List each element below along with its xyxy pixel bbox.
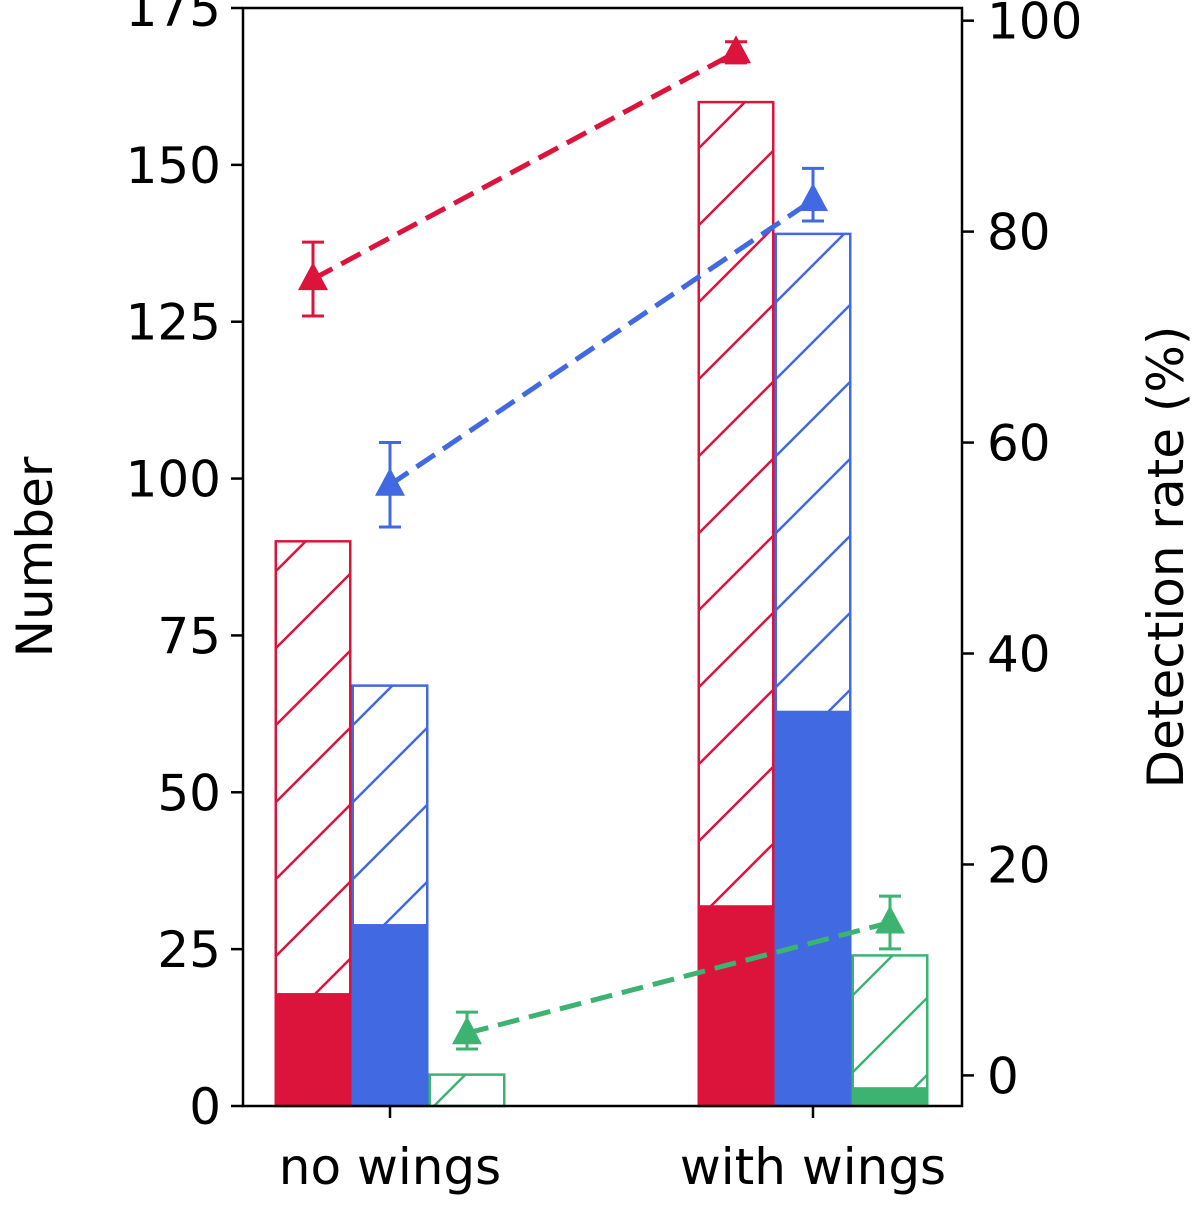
bar-detected bbox=[697, 905, 775, 1106]
rate-marker bbox=[875, 905, 905, 934]
axes-layer: 0 25 50 75 100 125 150 175 0 20 40 60 80 100 no wings w… bbox=[126, 0, 1083, 1196]
y-tick-label: 0 bbox=[189, 1078, 221, 1136]
bar-total bbox=[851, 954, 929, 1108]
y-tick-label: 25 bbox=[157, 921, 221, 979]
y-tick-label: 125 bbox=[126, 294, 221, 352]
x-tick-label: no wings bbox=[279, 1138, 501, 1196]
y-tick-label: 75 bbox=[157, 607, 221, 665]
x-tick-label: with wings bbox=[680, 1138, 946, 1196]
y2-tick-label: 60 bbox=[987, 415, 1051, 473]
y-tick-label: 175 bbox=[126, 0, 221, 38]
bar-total bbox=[428, 1073, 506, 1108]
bar-detected bbox=[774, 710, 852, 1106]
y2-tick-label: 80 bbox=[987, 204, 1051, 262]
bars-layer bbox=[274, 100, 929, 1108]
bar-detected bbox=[351, 924, 429, 1106]
rate-marker bbox=[798, 182, 828, 211]
rate-line bbox=[311, 50, 738, 282]
rate-marker bbox=[298, 262, 328, 291]
rate-lines-layer bbox=[298, 35, 905, 1051]
y2-tick-label: 0 bbox=[987, 1047, 1019, 1105]
rate-line bbox=[466, 920, 891, 1036]
rate-marker bbox=[452, 1016, 482, 1045]
y-axis-title: Number bbox=[6, 456, 64, 657]
plot-frame bbox=[241, 6, 964, 1108]
y-tick-label: 150 bbox=[126, 137, 221, 195]
rate-marker bbox=[375, 467, 405, 496]
secondary-y-axis-title: Detection rate (%) bbox=[1137, 326, 1195, 789]
bar-detected bbox=[274, 993, 352, 1106]
y2-tick-label: 20 bbox=[987, 836, 1051, 894]
rate-line bbox=[388, 197, 815, 487]
y2-tick-label: 40 bbox=[987, 626, 1051, 684]
y-tick-label: 100 bbox=[126, 451, 221, 509]
y2-tick-label: 100 bbox=[987, 0, 1082, 51]
rate-marker bbox=[721, 35, 751, 64]
y-tick-label: 50 bbox=[157, 764, 221, 822]
bar-detected bbox=[851, 1087, 929, 1106]
